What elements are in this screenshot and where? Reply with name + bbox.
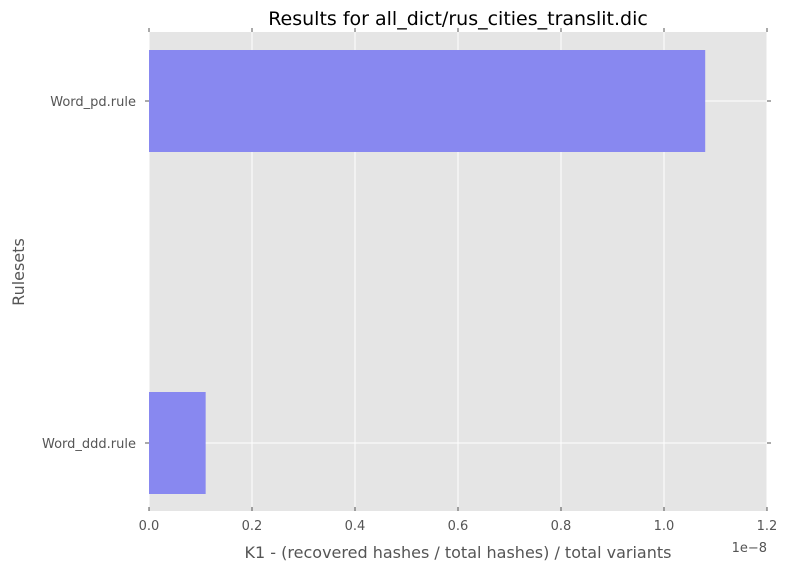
x-axis-label: K1 - (recovered hashes / total hashes) /…	[245, 543, 672, 562]
y-tick-label: Word_ddd.rule	[42, 437, 136, 452]
tick-marks	[145, 28, 771, 511]
x-tick-label: 0.8	[551, 519, 572, 534]
y-axis-label: Rulesets	[9, 238, 28, 306]
bar-word-ddd-rule	[149, 392, 206, 494]
bars	[149, 50, 706, 494]
x-tick-label: 1.0	[654, 519, 675, 534]
x-tick-label: 1.2	[757, 519, 778, 534]
x-tick-label: 0.6	[448, 519, 469, 534]
x-tick-labels: 0.0 0.2 0.4 0.6 0.8 1.0 1.2	[139, 519, 778, 534]
x-tick-label: 0.4	[345, 519, 366, 534]
bar-word-pd-rule	[149, 50, 706, 152]
x-tick-label: 0.2	[242, 519, 263, 534]
y-tick-labels: Word_pd.rule Word_ddd.rule	[42, 95, 136, 452]
x-scale-offset-label: 1e−8	[732, 541, 767, 556]
y-tick-label: Word_pd.rule	[50, 95, 136, 110]
chart-title: Results for all_dict/rus_cities_translit…	[268, 8, 648, 30]
x-tick-label: 0.0	[139, 519, 160, 534]
